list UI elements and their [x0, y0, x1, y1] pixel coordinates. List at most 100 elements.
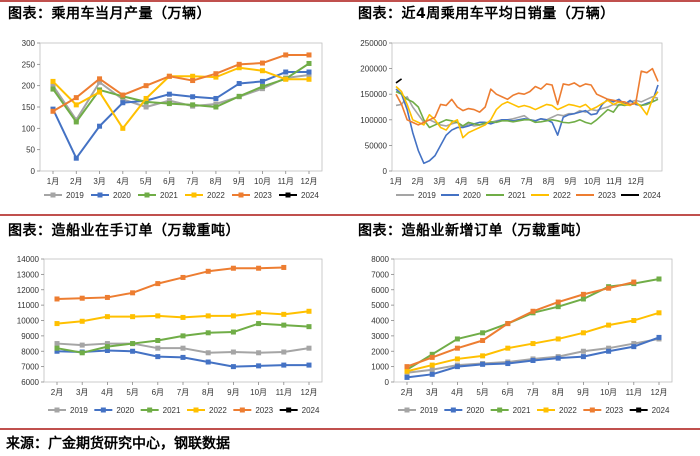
- x-tick-label: 10月: [584, 177, 601, 186]
- y-tick-label: 100: [22, 124, 36, 133]
- y-tick-label: 1000: [371, 363, 389, 372]
- data-point-2019: [230, 349, 236, 355]
- data-point-2023: [631, 279, 637, 285]
- data-point-2023: [97, 76, 103, 82]
- data-point-2020: [306, 69, 312, 75]
- legend-label-2021: 2021: [513, 406, 531, 415]
- data-point-2020: [454, 364, 460, 370]
- data-point-2020: [166, 91, 172, 97]
- data-point-2023: [155, 281, 161, 287]
- data-point-2021: [555, 304, 561, 310]
- data-point-2021: [104, 344, 110, 350]
- chart-monthly-production: 0 50 100 150 200 250 300 1月 2月 3月 4月 5月 6月 7月 8月 9月 10月 1…: [22, 39, 323, 200]
- y-tick-label: 200: [22, 82, 36, 91]
- data-point-2022: [120, 125, 126, 131]
- x-tick-label: 6月: [163, 177, 175, 186]
- x-tick-label: 9月: [233, 177, 245, 186]
- data-point-2020: [656, 334, 662, 340]
- data-point-2022: [530, 341, 536, 347]
- data-point-2021: [236, 93, 242, 99]
- data-point-2020: [429, 371, 435, 377]
- data-point-2019: [306, 345, 312, 351]
- data-point-2019: [606, 345, 612, 351]
- data-point-2021: [143, 99, 149, 105]
- x-tick-label: 3月: [93, 177, 105, 186]
- data-point-2020: [73, 155, 79, 161]
- y-tick-label: 50000: [365, 141, 388, 150]
- data-point-2019: [97, 79, 103, 85]
- data-point-2020: [480, 361, 486, 367]
- legend-label-2024: 2024: [643, 191, 661, 200]
- x-tick-label: 11月: [276, 388, 292, 397]
- data-point-2019: [155, 345, 161, 351]
- data-point-2022: [306, 308, 312, 314]
- x-tick-label: 1月: [390, 177, 402, 186]
- x-tick-label: 5月: [126, 388, 138, 397]
- x-tick-label: 11月: [606, 177, 622, 186]
- data-point-2022: [281, 311, 287, 317]
- data-point-2019: [79, 342, 85, 348]
- panel-title-shipbuilding-new-orders: 图表：造船业新增订单（万载重吨）: [358, 223, 590, 239]
- y-tick-label: 0: [383, 167, 388, 176]
- y-tick-label: 6000: [371, 286, 389, 295]
- x-tick-label: 5月: [477, 177, 489, 186]
- y-tick-label: 150: [22, 103, 36, 112]
- data-point-2023: [530, 308, 536, 314]
- data-point-2019: [281, 349, 287, 355]
- data-point-2022: [54, 321, 60, 327]
- legend-label-2022: 2022: [209, 406, 227, 415]
- data-point-2022: [130, 314, 136, 320]
- x-tick-label: 7月: [527, 388, 539, 397]
- data-point-2021: [454, 336, 460, 342]
- top-rule: [0, 0, 700, 2]
- y-tick-label: 4000: [371, 317, 389, 326]
- data-point-2021: [130, 341, 136, 347]
- data-point-2023: [213, 71, 219, 77]
- data-point-2021: [54, 345, 60, 351]
- source-note: 来源：广金期货研究中心，钢联数据: [6, 436, 230, 452]
- y-tick-label: 7000: [371, 270, 389, 279]
- x-tick-label: 6月: [499, 177, 511, 186]
- data-point-2019: [50, 83, 56, 89]
- series-line-2021: [395, 90, 659, 129]
- data-point-2021: [429, 351, 435, 357]
- data-point-2021: [205, 330, 211, 336]
- data-point-2020: [104, 347, 110, 353]
- y-tick-label: 8000: [21, 347, 39, 356]
- legend-marker-2021: [144, 192, 150, 198]
- data-point-2022: [656, 310, 662, 316]
- x-tick-label: 12月: [651, 388, 668, 397]
- data-point-2022: [454, 356, 460, 362]
- series-line-2023: [56, 266, 284, 300]
- data-point-2022: [606, 322, 612, 328]
- data-point-2022: [256, 310, 262, 316]
- y-tick-label: 0: [385, 378, 390, 387]
- chart-daily-sales: 0 50000 100000 150000 200000 250000 1月 2月 3月 4月 5月…: [360, 39, 663, 200]
- x-tick-label: 9月: [577, 388, 589, 397]
- data-point-2023: [454, 345, 460, 351]
- x-tick-label: 5月: [140, 177, 152, 186]
- data-point-2022: [505, 345, 511, 351]
- x-tick-label: 12月: [301, 388, 318, 397]
- x-tick-label: 8月: [552, 388, 564, 397]
- data-point-2021: [73, 119, 79, 125]
- data-point-2020: [530, 357, 536, 363]
- legend-marker-2021: [147, 407, 153, 413]
- data-point-2021: [259, 84, 265, 90]
- data-point-2022: [155, 313, 161, 319]
- legend-marker-2022: [191, 192, 197, 198]
- y-tick-label: 8000: [371, 255, 389, 264]
- y-tick-label: 150000: [360, 90, 387, 99]
- data-point-2022: [104, 314, 110, 320]
- y-tick-label: 6000: [21, 378, 39, 387]
- data-point-2020: [505, 361, 511, 367]
- legend-marker-2019: [50, 192, 56, 198]
- legend-label-2023: 2023: [598, 191, 616, 200]
- data-point-2023: [256, 265, 262, 271]
- x-tick-label: 8月: [202, 388, 214, 397]
- data-point-2023: [143, 83, 149, 89]
- x-tick-label: 12月: [301, 177, 318, 186]
- data-point-2022: [631, 318, 637, 323]
- x-tick-label: 4月: [117, 177, 129, 186]
- data-point-2023: [429, 354, 435, 360]
